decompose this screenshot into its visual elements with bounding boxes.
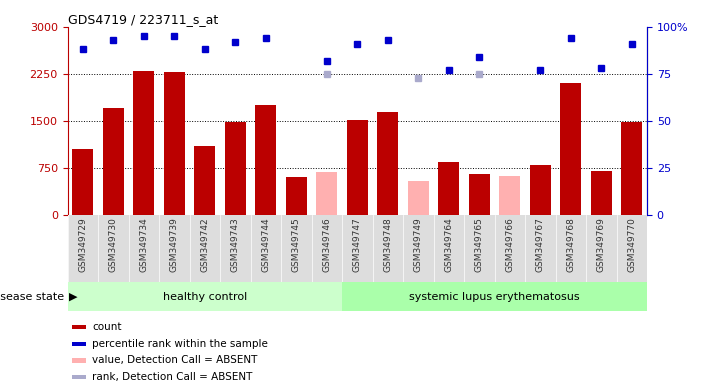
Text: GSM349745: GSM349745 [292, 217, 301, 272]
Text: GSM349742: GSM349742 [201, 217, 209, 272]
Bar [72, 342, 86, 346]
Bar [377, 112, 398, 215]
Bar [495, 215, 525, 282]
Bar [129, 215, 159, 282]
Text: GSM349765: GSM349765 [475, 217, 483, 272]
Bar [98, 215, 129, 282]
Bar [316, 172, 338, 215]
Bar [281, 215, 311, 282]
Bar [164, 72, 185, 215]
Bar [469, 174, 490, 215]
Bar [159, 215, 190, 282]
Bar [616, 215, 647, 282]
Text: GSM349734: GSM349734 [139, 217, 149, 272]
Text: healthy control: healthy control [163, 291, 247, 302]
Text: GSM349769: GSM349769 [597, 217, 606, 272]
Text: rank, Detection Call = ABSENT: rank, Detection Call = ABSENT [92, 372, 252, 382]
Bar [621, 122, 643, 215]
Bar [72, 325, 86, 329]
Text: GSM349764: GSM349764 [444, 217, 454, 272]
Bar [102, 108, 124, 215]
Text: GSM349748: GSM349748 [383, 217, 392, 272]
Text: GSM349729: GSM349729 [78, 217, 87, 272]
Text: GSM349746: GSM349746 [322, 217, 331, 272]
Text: GSM349747: GSM349747 [353, 217, 362, 272]
Bar [403, 215, 434, 282]
Text: GDS4719 / 223711_s_at: GDS4719 / 223711_s_at [68, 13, 218, 26]
Text: count: count [92, 322, 122, 332]
Bar [373, 215, 403, 282]
Text: GSM349743: GSM349743 [231, 217, 240, 272]
Text: GSM349744: GSM349744 [261, 217, 270, 272]
Bar [464, 215, 495, 282]
Text: GSM349768: GSM349768 [566, 217, 575, 272]
Bar [220, 215, 250, 282]
Text: systemic lupus erythematosus: systemic lupus erythematosus [410, 291, 580, 302]
Bar [190, 215, 220, 282]
Text: value, Detection Call = ABSENT: value, Detection Call = ABSENT [92, 356, 257, 366]
Bar [438, 162, 459, 215]
Bar [72, 149, 93, 215]
Bar [530, 166, 551, 215]
Bar [68, 282, 342, 311]
Bar [555, 215, 586, 282]
Bar [346, 120, 368, 215]
Bar [586, 215, 616, 282]
Bar [560, 83, 582, 215]
Bar [407, 180, 429, 215]
Bar [342, 215, 373, 282]
Bar [68, 215, 98, 282]
Text: GSM349730: GSM349730 [109, 217, 118, 272]
Bar [286, 177, 307, 215]
Text: GSM349739: GSM349739 [170, 217, 178, 272]
Text: ▶: ▶ [69, 291, 77, 302]
Bar [72, 375, 86, 379]
Bar [225, 122, 246, 215]
Bar [194, 146, 215, 215]
Bar [499, 176, 520, 215]
Text: GSM349767: GSM349767 [536, 217, 545, 272]
Bar [591, 171, 612, 215]
Text: GSM349766: GSM349766 [506, 217, 514, 272]
Bar [255, 105, 277, 215]
Bar [133, 71, 154, 215]
Bar [311, 215, 342, 282]
Text: GSM349770: GSM349770 [627, 217, 636, 272]
Bar [250, 215, 281, 282]
Text: GSM349749: GSM349749 [414, 217, 423, 272]
Bar [434, 215, 464, 282]
Text: percentile rank within the sample: percentile rank within the sample [92, 339, 268, 349]
Text: disease state: disease state [0, 291, 64, 302]
Bar [342, 282, 647, 311]
Bar [525, 215, 555, 282]
Bar [72, 358, 86, 362]
